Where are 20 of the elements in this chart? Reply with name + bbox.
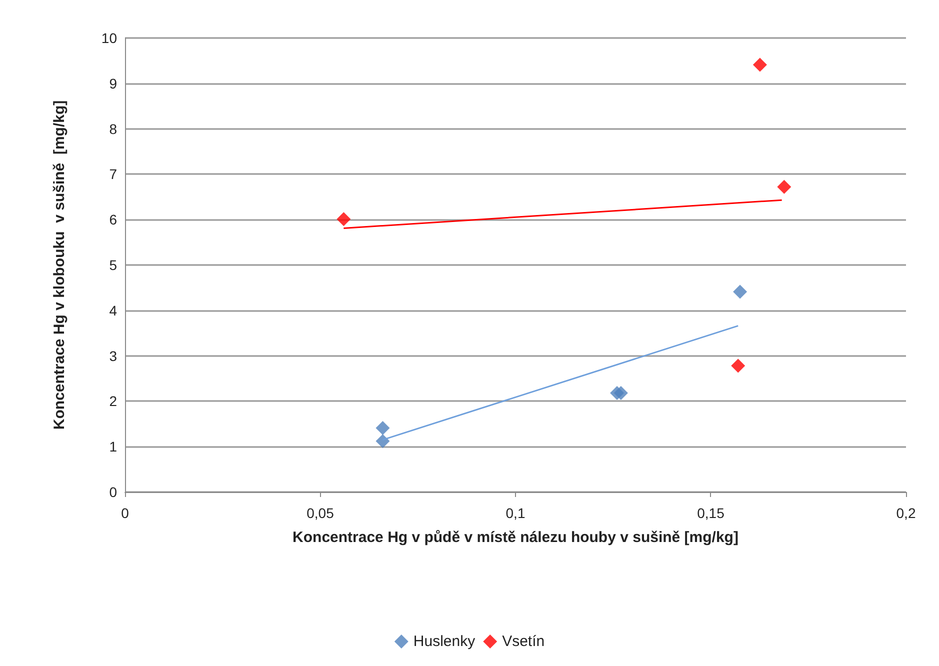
y-tick-label: 1 [109,438,118,455]
x-tick-label: 0,05 [306,505,334,521]
x-axis-title: Koncentrace Hg v půdě v místě nálezu houby v sušině [mg/kg] [292,529,738,546]
y-tick-label: 4 [109,302,118,318]
y-tick-label: 3 [109,348,118,364]
legend-label: Huslenky [413,633,476,650]
y-tick-label: 2 [109,393,118,410]
y-tick-label: 6 [109,212,118,228]
x-tick-label: 0,15 [697,505,725,521]
x-tick-label: 0,2 [896,505,916,521]
x-tick-label: 0 [121,505,130,521]
y-tick-label: 5 [109,257,118,273]
y-tick-label: 0 [109,484,118,500]
y-tick-label: 7 [109,166,118,182]
legend-label: Vsetín [502,633,545,650]
y-tick-label: 10 [101,30,118,46]
y-axis-title: Koncentrace Hg v klobouku v sušině [mg/kg] [51,100,68,430]
y-tick-label: 8 [109,120,118,137]
x-tick-label: 0,1 [506,505,526,521]
y-tick-label: 9 [109,75,118,92]
